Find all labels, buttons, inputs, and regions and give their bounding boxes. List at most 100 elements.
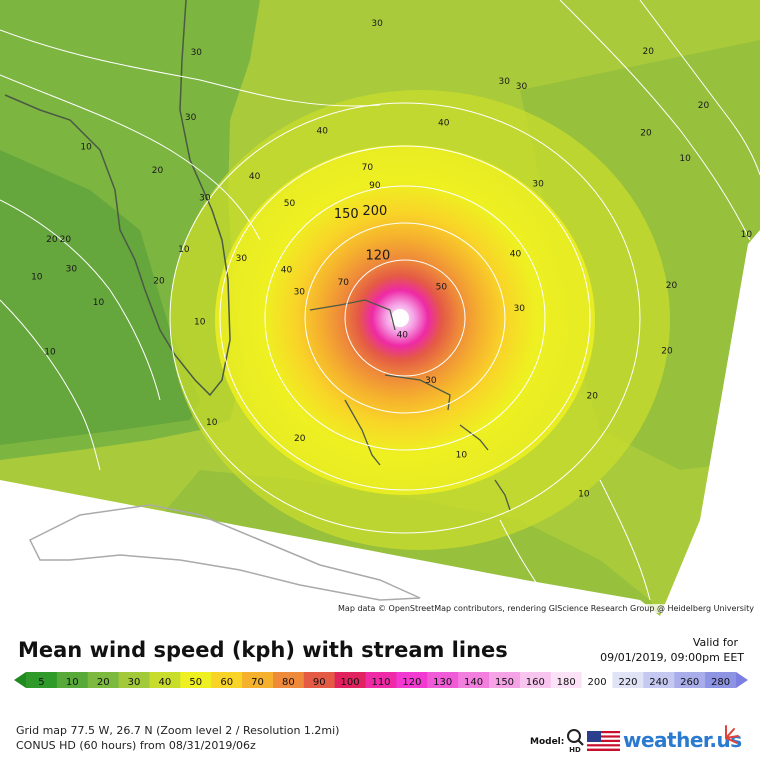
- legend-swatch-20: [643, 672, 675, 688]
- contour-label-7: 40: [438, 119, 450, 129]
- contour-label-39: 40: [397, 330, 409, 340]
- legend-swatch-4: [149, 672, 181, 688]
- contour-label-4: 30: [516, 82, 528, 92]
- contour-label-28: 10: [31, 272, 43, 282]
- legend-swatch-1: [56, 672, 89, 688]
- contour-label-15: 30: [532, 180, 544, 190]
- land-dark-area: [0, 150, 200, 445]
- legend-swatch-22: [705, 672, 737, 688]
- contour-label-33: 50: [436, 282, 448, 292]
- legend-swatch-16: [519, 672, 552, 688]
- contour-label-0: 30: [371, 19, 383, 29]
- bahamas-coastline: [309, 299, 511, 511]
- legend-swatch-11: [365, 672, 397, 688]
- legend-swatch-8: [273, 672, 305, 688]
- legend-tick-14: 140: [464, 677, 483, 688]
- contour-label-12: 20: [152, 166, 164, 176]
- contour-label-16: 90: [369, 181, 381, 191]
- legend-swatch-0: [26, 672, 58, 688]
- contour-label-34: 30: [294, 288, 306, 298]
- legend-swatch-3: [118, 672, 150, 688]
- contour-label-43: 20: [586, 392, 598, 402]
- contour-label-36: 10: [93, 298, 105, 308]
- contour-label-layer: 30 20 30 30 30 20 30 40 20 40 10 10 20 70 40 30 90 30 50 15…: [31, 19, 752, 499]
- legend-swatch-17: [550, 672, 583, 688]
- legend-tick-21: 260: [680, 677, 699, 688]
- contour-label-20: 200: [362, 204, 387, 219]
- contour-label-35: 20: [666, 281, 678, 291]
- contour-label-29: 30: [66, 264, 78, 274]
- legend-swatch-18: [581, 672, 614, 688]
- contour-label-13: 70: [362, 163, 374, 173]
- no-data-area: [0, 480, 660, 616]
- legend-tick-12: 120: [402, 677, 421, 688]
- contour-label-45: 20: [294, 434, 306, 444]
- contour-label-38: 30: [514, 304, 526, 314]
- legend-tick-1: 10: [66, 677, 79, 688]
- legend-swatch-2: [87, 672, 120, 688]
- legend-swatch-13: [427, 672, 459, 688]
- contour-label-46: 10: [456, 451, 468, 461]
- us-flag-icon: [587, 731, 620, 751]
- legend-tick-8: 80: [282, 677, 295, 688]
- model-label: Model:: [530, 737, 565, 747]
- chart-title: Mean wind speed (kph) with stream lines: [18, 638, 508, 662]
- legend-tick-4: 40: [159, 677, 172, 688]
- contour-label-9: 40: [316, 126, 328, 136]
- map-attribution: Map data © OpenStreetMap contributors, r…: [336, 604, 756, 613]
- contour-label-27: 30: [236, 254, 248, 264]
- legend-tick-16: 160: [526, 677, 545, 688]
- legend-swatch-15: [489, 672, 521, 688]
- contour-label-1: 20: [642, 47, 654, 57]
- grid-info: Grid map 77.5 W, 26.7 N (Zoom level 2 / …: [16, 724, 340, 737]
- legend-tick-0: 5: [38, 677, 44, 688]
- legend-swatch-9: [303, 672, 336, 688]
- legend-tick-6: 60: [220, 677, 233, 688]
- storm-eye: [391, 309, 409, 327]
- legend-tick-20: 240: [649, 677, 668, 688]
- contour-label-5: 20: [698, 101, 710, 111]
- contour-label-10: 10: [80, 142, 92, 152]
- valid-for-label: Valid for: [692, 636, 738, 649]
- legend-swatch-19: [612, 672, 644, 688]
- contour-label-21: 10: [741, 230, 753, 240]
- contour-label-23: 10: [178, 245, 190, 255]
- model-hd-icon[interactable]: HD: [564, 727, 586, 753]
- legend-tick-2: 20: [97, 677, 110, 688]
- run-info: CONUS HD (60 hours) from 08/31/2019/06z: [16, 739, 256, 752]
- valid-date: 09/01/2019, 09:00pm EET: [600, 651, 744, 664]
- contour-label-26: 120: [365, 249, 390, 264]
- legend-tick-17: 180: [557, 677, 576, 688]
- sun-logo-icon: [725, 725, 739, 744]
- wind-speed-map[interactable]: 30 20 30 30 30 20 30 40 20 40 10 10 20 70 40 30 90 30 50 15…: [0, 0, 760, 616]
- legend-swatch-10: [334, 672, 367, 688]
- contour-label-8: 20: [640, 129, 652, 139]
- legend-swatch-14: [458, 672, 490, 688]
- legend-tick-5: 50: [189, 677, 202, 688]
- contour-label-24: 20: [60, 235, 72, 245]
- no-data-area-east: [660, 230, 760, 616]
- contour-label-30: 40: [281, 265, 293, 275]
- contour-label-3: 30: [498, 77, 510, 87]
- legend-tick-19: 220: [618, 677, 637, 688]
- contour-label-18: 50: [284, 199, 296, 209]
- legend-swatch-6: [211, 672, 243, 688]
- contour-label-44: 10: [206, 418, 218, 428]
- brand-logo[interactable]: weather.us: [623, 728, 742, 752]
- contour-label-17: 30: [199, 194, 211, 204]
- contour-label-37: 10: [194, 317, 206, 327]
- legend-arrow-left: [14, 672, 26, 688]
- contour-label-14: 40: [249, 172, 261, 182]
- contour-label-40: 10: [44, 347, 56, 357]
- legend-swatch-7: [242, 672, 274, 688]
- legend-tick-10: 100: [341, 677, 360, 688]
- legend-tick-15: 150: [495, 677, 514, 688]
- contour-label-47: 10: [578, 490, 590, 500]
- florida-coastline: [4, 0, 231, 397]
- contour-label-2: 30: [191, 48, 203, 58]
- contour-label-22: 20: [46, 235, 58, 245]
- legend-swatches: [14, 672, 748, 688]
- model-badge-text: HD: [569, 746, 581, 753]
- legend-labels: 5 10 20 30 40 50 60 70 80 90 100 110 120 130 140 150 160…: [38, 677, 730, 688]
- legend-tick-18: 200: [588, 677, 607, 688]
